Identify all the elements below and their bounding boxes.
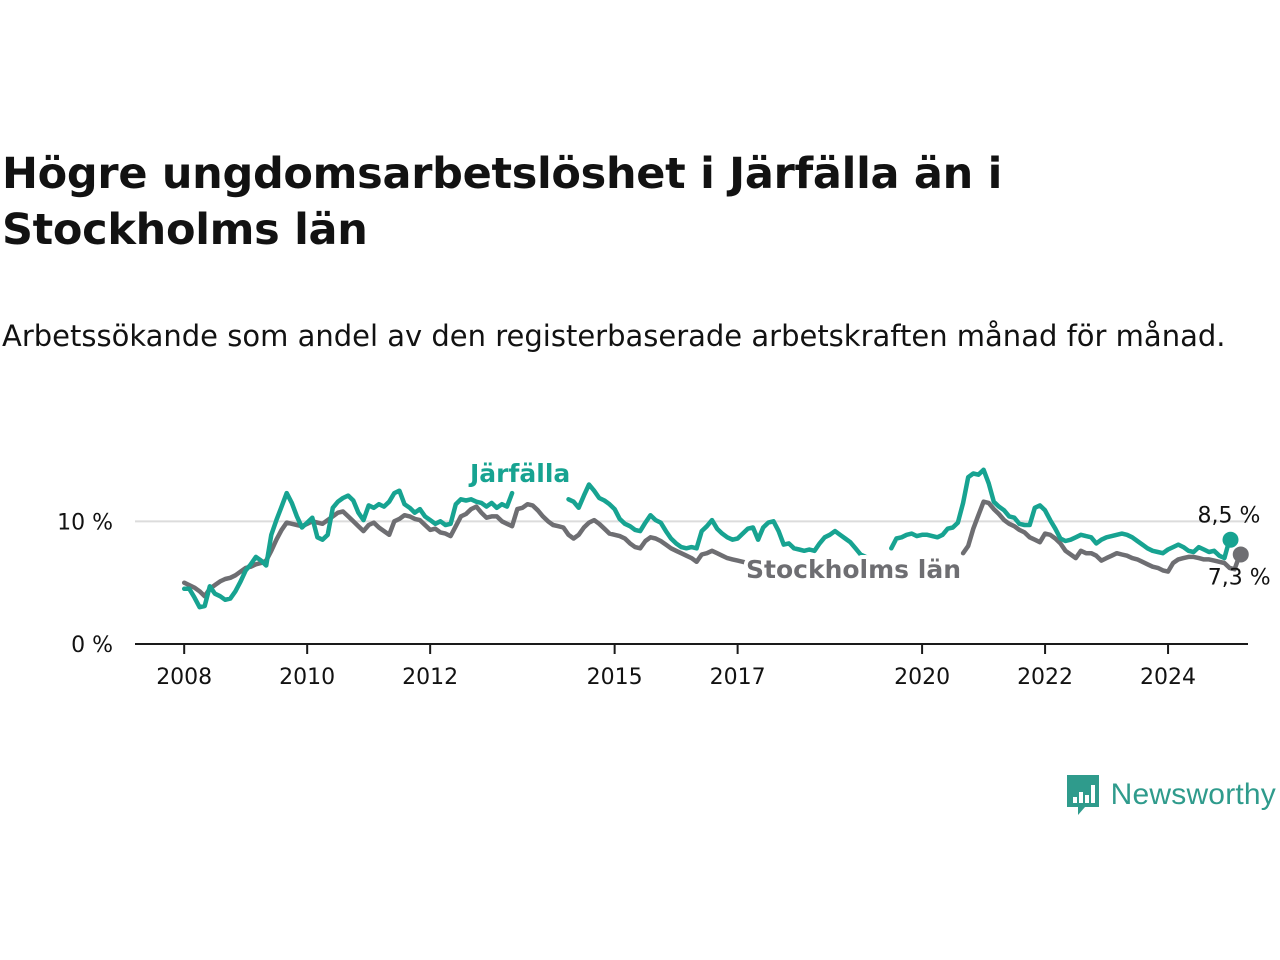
series-name-halo: Stockholms län [746,555,961,584]
series-line-1 [181,499,1243,599]
x-tick-label: 2020 [894,665,950,690]
x-tick-label: 2024 [1140,665,1196,690]
brand-name: Newsworthy [1110,778,1276,811]
series-end-point-0 [1222,531,1239,548]
y-tick-label: 0 % [71,633,113,658]
series-end-label-0: 8,5 % [1198,504,1261,529]
chart-subtitle: Arbetssökande som andel av den registerb… [2,319,1226,353]
y-tick-label: 10 % [57,510,113,535]
series-lines [181,467,1249,610]
x-tick-label: 2022 [1017,665,1073,690]
x-tick-label: 2017 [710,665,766,690]
x-tick-label: 2015 [587,665,643,690]
x-tick-label: 2008 [156,665,212,690]
line-chart: 0 %10 %2008 2010 2012 2015 2017 2020 2022 2024 … [57,455,1271,690]
chart-title: Högre ungdomsarbetslöshet i Järfälla än … [2,149,1003,255]
series-name-halo: Järfälla [468,459,570,488]
series-end-label-1: 7,3 % [1208,565,1271,590]
series-end-point-1 [1232,546,1249,563]
bar-chart-speech-bubble-icon [1066,775,1099,815]
axes: 0 % 10 % 2008 2010 2012 2015 2017 2020 2022 2024 [57,510,1248,690]
series-name-label-0: Järfälla [468,459,570,488]
series-name-label-1: Stockholms län [746,555,961,584]
x-tick-label: 2010 [279,665,335,690]
x-tick-label: 2012 [402,665,458,690]
series-line-0 [181,467,1232,610]
newsworthy-logo[interactable]: Newsworthy [1065,773,1276,817]
